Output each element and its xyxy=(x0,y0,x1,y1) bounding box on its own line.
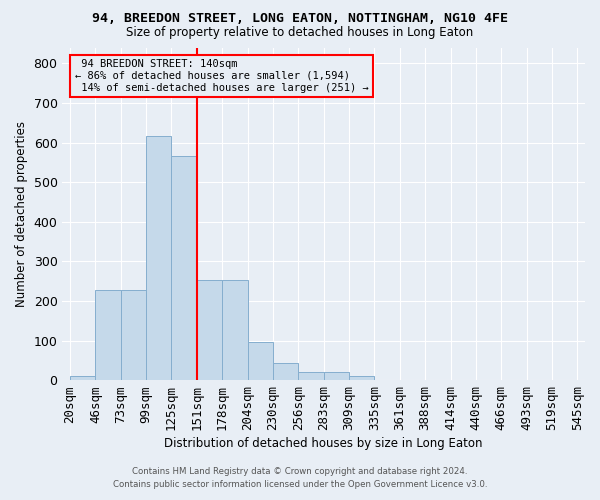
Bar xyxy=(222,280,248,380)
Text: Size of property relative to detached houses in Long Eaton: Size of property relative to detached ho… xyxy=(127,26,473,39)
Bar xyxy=(146,136,172,380)
X-axis label: Distribution of detached houses by size in Long Eaton: Distribution of detached houses by size … xyxy=(164,437,483,450)
Bar xyxy=(248,342,273,380)
Bar xyxy=(121,290,146,380)
Bar xyxy=(172,156,197,380)
Bar xyxy=(298,372,324,380)
Bar xyxy=(70,376,95,380)
Y-axis label: Number of detached properties: Number of detached properties xyxy=(15,121,28,307)
Text: Contains HM Land Registry data © Crown copyright and database right 2024.
Contai: Contains HM Land Registry data © Crown c… xyxy=(113,467,487,489)
Bar xyxy=(324,372,349,380)
Bar xyxy=(349,376,374,380)
Bar xyxy=(273,363,298,380)
Bar xyxy=(197,280,222,380)
Text: 94 BREEDON STREET: 140sqm
← 86% of detached houses are smaller (1,594)
 14% of s: 94 BREEDON STREET: 140sqm ← 86% of detac… xyxy=(74,60,368,92)
Bar xyxy=(95,290,121,380)
Text: 94, BREEDON STREET, LONG EATON, NOTTINGHAM, NG10 4FE: 94, BREEDON STREET, LONG EATON, NOTTINGH… xyxy=(92,12,508,26)
